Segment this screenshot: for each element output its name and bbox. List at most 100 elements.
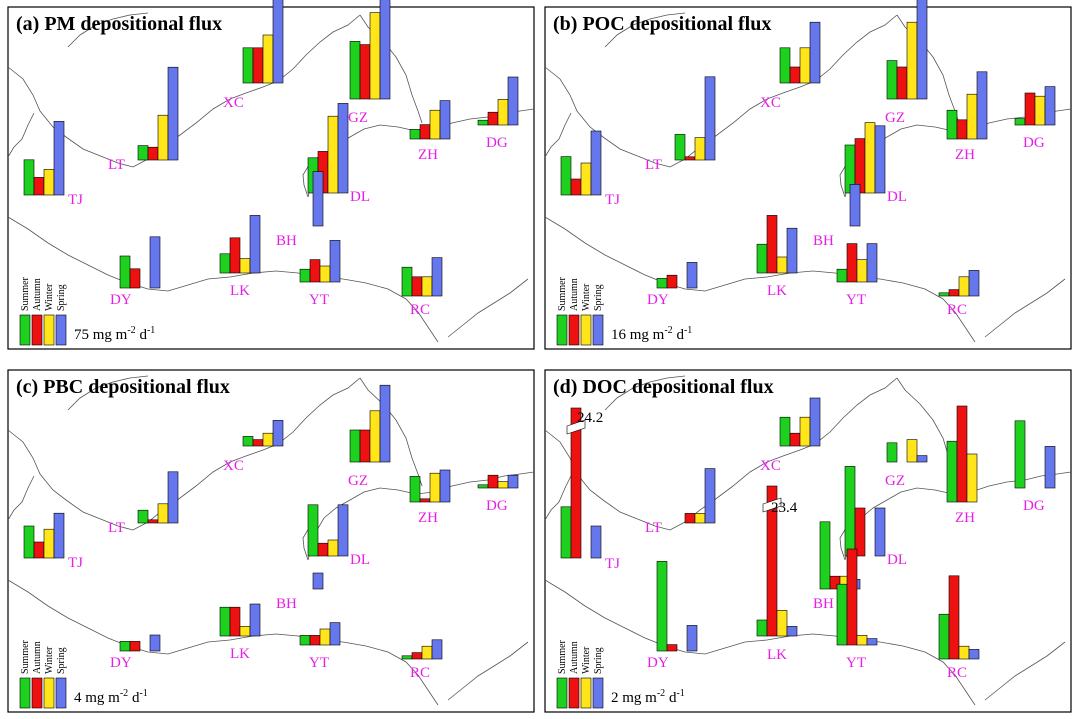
- bar-yt-summer: [299, 268, 311, 283]
- bar-lk-winter: [239, 258, 251, 274]
- site-lt-bars: [684, 468, 716, 524]
- site-label-rc: RC: [947, 665, 967, 681]
- bar-dy-spring: [686, 625, 698, 652]
- site-label-lk: LK: [230, 646, 250, 662]
- coastline-segment-2: [544, 216, 976, 343]
- panel-frame: [7, 369, 535, 713]
- site-label-dg: DG: [486, 135, 508, 151]
- site-tj-bars: [560, 407, 602, 559]
- site-yt-bars: [836, 548, 878, 646]
- bar-lk-autumn: [229, 606, 241, 637]
- bar-lk-spring: [249, 603, 261, 637]
- bar-tj-summer: [23, 159, 35, 196]
- bar-tj-spring: [590, 130, 602, 196]
- bar-lk-autumn: [766, 485, 778, 637]
- site-zh-bars: [409, 100, 451, 140]
- legend-swatch-winter: [580, 677, 592, 709]
- site-label-gz: GZ: [885, 110, 905, 126]
- legend-label-summer: Summer: [20, 276, 31, 311]
- legend-label-summer: Summer: [20, 639, 31, 674]
- bar-xc-winter: [262, 34, 274, 84]
- bar-xc-autumn: [252, 439, 264, 447]
- bar-yt-spring: [866, 638, 878, 646]
- site-label-tj: TJ: [605, 556, 620, 572]
- bar-dl-winter: [864, 122, 876, 194]
- bar-yt-autumn: [846, 548, 858, 646]
- legend-swatch-spring: [55, 677, 67, 709]
- panel-title: (b) POC depositional flux: [553, 13, 771, 35]
- coastline-segment-1: [7, 14, 361, 168]
- bar-tj-spring: [53, 121, 65, 196]
- bar-xc-winter: [799, 47, 811, 84]
- scale-unit-label: 16 mg m-2 d-1: [611, 325, 692, 343]
- site-label-dy: DY: [110, 292, 132, 308]
- bar-zh-autumn: [956, 405, 968, 503]
- legend-swatch-summer: [19, 677, 31, 709]
- site-yt-bars: [836, 243, 878, 283]
- break-value-label: 23.4: [771, 500, 798, 516]
- bar-dg-autumn: [487, 111, 499, 126]
- bar-dl-autumn: [854, 507, 866, 557]
- bar-tj-autumn: [570, 178, 582, 196]
- bar-bh-spring: [312, 171, 324, 227]
- coastline-segment-6: [67, 375, 149, 411]
- bar-zh-spring: [439, 100, 451, 140]
- bar-dl-spring: [337, 103, 349, 194]
- bar-gz-winter: [906, 21, 918, 100]
- bar-xc-autumn: [789, 432, 801, 447]
- site-lk-bars: [219, 215, 261, 274]
- bar-dg-winter: [497, 481, 509, 489]
- bar-lk-spring: [786, 626, 798, 637]
- site-label-zh: ZH: [955, 147, 975, 163]
- bar-dl-spring: [337, 504, 349, 557]
- bar-tj-summer: [560, 506, 572, 559]
- site-label-dy: DY: [110, 655, 132, 671]
- site-xc-bars: [242, 0, 284, 84]
- bar-yt-spring: [329, 622, 341, 646]
- bar-lk-autumn: [229, 237, 241, 274]
- bar-xc-winter: [262, 432, 274, 447]
- site-label-zh: ZH: [955, 510, 975, 526]
- bar-yt-winter: [319, 628, 331, 646]
- site-dy-bars: [119, 634, 161, 652]
- coastline-segment-7: [447, 278, 529, 338]
- bar-lt-spring: [167, 471, 179, 524]
- site-dg-bars: [477, 76, 519, 126]
- bar-dg-winter: [497, 99, 509, 126]
- bar-rc-winter: [958, 276, 970, 297]
- bar-rc-autumn: [411, 652, 423, 660]
- bar-dg-winter: [1034, 95, 1046, 126]
- scale-unit-label: 2 mg m-2 d-1: [611, 688, 685, 706]
- bar-xc-winter: [799, 416, 811, 447]
- site-label-dl: DL: [350, 552, 370, 568]
- bar-yt-autumn: [846, 243, 858, 283]
- bar-lk-winter: [776, 610, 788, 637]
- legend-swatch-spring: [592, 677, 604, 709]
- site-xc-bars: [242, 420, 284, 447]
- legend-label-spring: Spring: [593, 284, 604, 311]
- bar-lk-winter: [239, 626, 251, 637]
- bar-tj-winter: [580, 162, 592, 196]
- bar-rc-autumn: [948, 575, 960, 660]
- bar-dl-autumn: [317, 542, 329, 557]
- bar-zh-autumn: [419, 498, 431, 503]
- site-label-tj: TJ: [605, 192, 620, 208]
- legend-swatch-autumn: [568, 677, 580, 709]
- site-label-zh: ZH: [418, 147, 438, 163]
- bar-yt-summer: [299, 635, 311, 646]
- bar-zh-spring: [439, 469, 451, 503]
- coastline-segment-7: [447, 641, 529, 701]
- season-legend: Summer Autumn Winter Spring 75 mg m-2 d-1: [19, 276, 155, 346]
- legend-label-summer: Summer: [557, 276, 568, 311]
- site-label-xc: XC: [223, 95, 244, 111]
- bar-dg-summer: [477, 119, 489, 126]
- site-rc-bars: [401, 257, 443, 297]
- bar-dg-spring: [1044, 446, 1056, 489]
- coastline-segment-6: [604, 12, 686, 48]
- site-lk-bars: [756, 485, 798, 637]
- legend-label-spring: Spring: [56, 647, 67, 674]
- bar-tj-spring: [53, 512, 65, 559]
- bar-gz-winter: [906, 439, 918, 463]
- site-label-yt: YT: [846, 292, 866, 308]
- bar-xc-summer: [779, 416, 791, 447]
